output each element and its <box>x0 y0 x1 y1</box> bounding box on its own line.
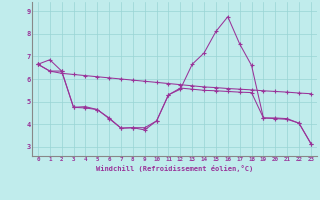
X-axis label: Windchill (Refroidissement éolien,°C): Windchill (Refroidissement éolien,°C) <box>96 165 253 172</box>
